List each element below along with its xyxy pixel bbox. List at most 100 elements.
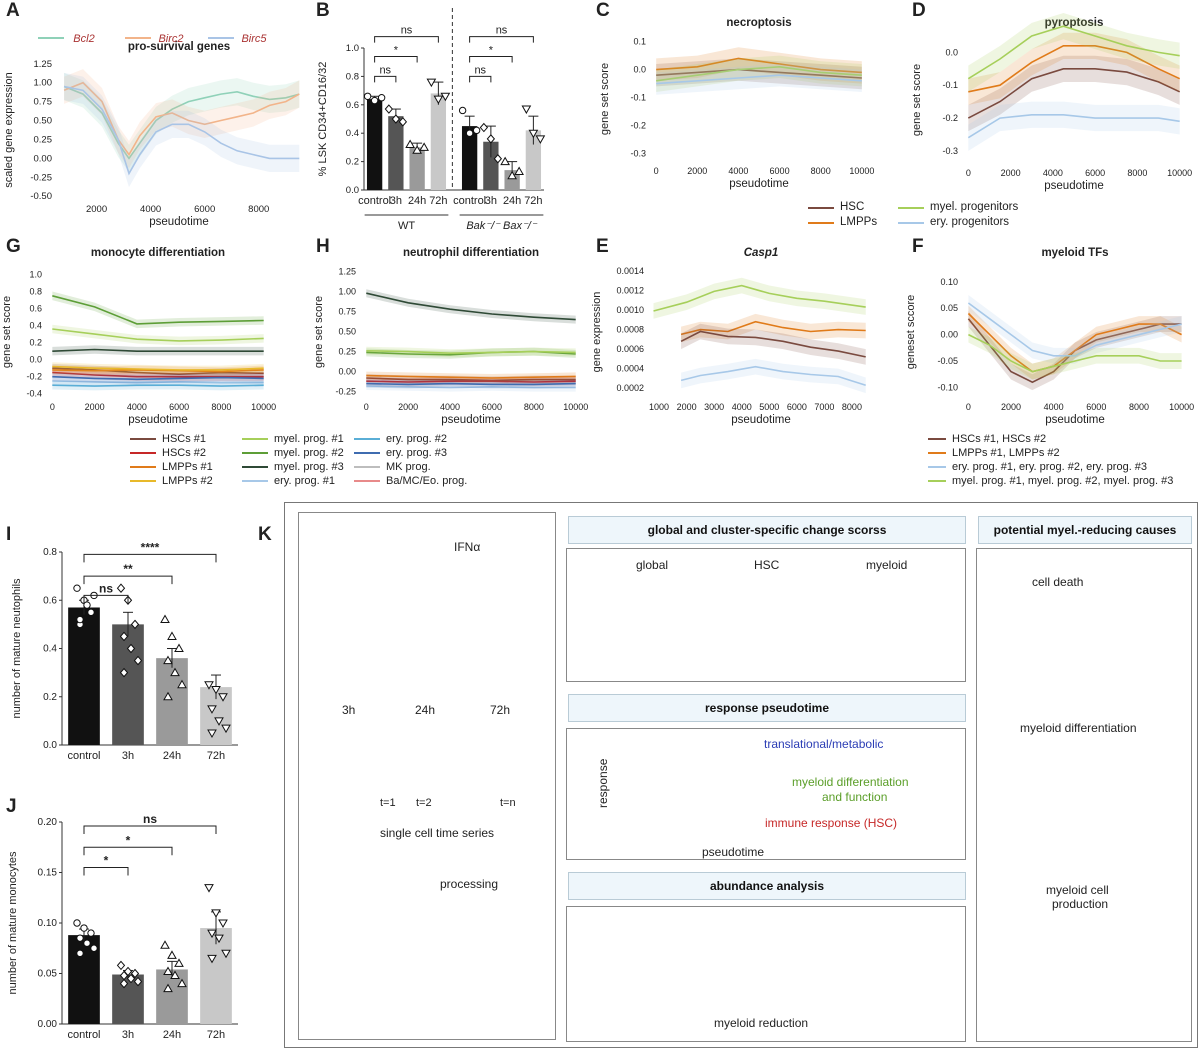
y-axis-title: number of mature monocytes [7, 851, 19, 995]
series-line [63, 81, 300, 157]
x-axis-title: pseudotime [731, 414, 790, 426]
data-point [174, 958, 184, 967]
legend-item: myel. prog. #3 [242, 460, 354, 474]
data-point [130, 619, 140, 630]
bar [366, 99, 383, 190]
data-point [500, 156, 510, 166]
y-tick-label: 0.6 [29, 304, 42, 314]
bar [504, 170, 520, 190]
series-band [968, 32, 1180, 105]
plot-area [650, 36, 868, 162]
chart-title: myeloid TFs [1041, 247, 1108, 259]
x-tick-label: 2000 [677, 402, 697, 412]
data-point [514, 166, 524, 176]
y-axis-title: gene set score [1, 296, 13, 368]
series-line [366, 385, 576, 389]
x-tick-label: 24h [503, 195, 521, 207]
x-tick-label: 1000 [649, 402, 669, 412]
data-point [133, 655, 143, 666]
series-line [52, 367, 264, 376]
series-line [366, 382, 576, 386]
series-band [52, 345, 264, 356]
significance-label: * [126, 833, 131, 847]
panel-letter-b: B [316, 0, 330, 21]
data-point [76, 949, 84, 957]
data-point [80, 924, 88, 932]
ifn-label: IFNα [454, 540, 481, 554]
x-tick-label: 10000 [849, 166, 874, 176]
y-axis-title: % LSK CD34+CD16/32 [317, 62, 329, 177]
data-point [177, 978, 187, 988]
data-point [507, 170, 517, 180]
y-tick-label: 0.8 [346, 71, 359, 82]
y-tick-label: 0.8 [43, 547, 57, 558]
series-band [968, 295, 1182, 364]
x-tick-label: 8000 [248, 204, 269, 215]
y-tick-label: 0.0002 [616, 383, 644, 393]
significance-bracket [83, 866, 129, 876]
legend-label: Birc5 [241, 33, 267, 45]
y-tick-label: -0.2 [630, 121, 646, 131]
data-point [486, 134, 496, 144]
series-line [52, 380, 264, 384]
y-tick-label: 1.25 [34, 59, 53, 70]
data-point [204, 884, 214, 893]
panel-letter-c: C [596, 0, 610, 21]
significance-bracket [469, 56, 513, 63]
group-label-ko: Bak⁻/⁻ Bax⁻/⁻ [466, 220, 537, 232]
legend-label: ery. prog. #3 [386, 447, 447, 459]
x-tick-label: 3h [485, 195, 497, 207]
series-line [52, 328, 264, 342]
y-tick-label: 0.75 [338, 307, 356, 317]
x-tick-label: 6000 [787, 402, 807, 412]
y-tick-label: -0.1 [630, 93, 646, 103]
legend-item: ery. prog. #1 [242, 474, 354, 488]
legend-item: myel. prog. #1, myel. prog. #2, myel. pr… [928, 474, 1198, 488]
significance-label: ** [123, 562, 133, 576]
series-band [366, 289, 576, 324]
data-point [412, 145, 422, 154]
series-band [64, 69, 300, 169]
x-tick-label: 2000 [1001, 168, 1021, 178]
significance-bracket [83, 575, 173, 585]
panel-letter-i: I [6, 524, 12, 545]
legend-label: Bcl2 [73, 33, 94, 45]
data-point [119, 667, 129, 678]
cause-myeloid-production-1: myeloid cell [1046, 883, 1109, 897]
x-tick-label: 4000 [1043, 168, 1063, 178]
series-band [52, 372, 264, 384]
x-tick-label: 24h [163, 1029, 181, 1041]
x-tick-label: 2000 [398, 402, 418, 412]
data-point [472, 126, 481, 135]
x-tick-label: 10000 [1169, 402, 1194, 412]
y-tick-label: 0.0008 [616, 325, 644, 335]
significance-label: * [394, 45, 399, 57]
data-point [426, 78, 437, 88]
x-axis-title: pseudotime [1044, 180, 1103, 192]
legend-item: Ba/MC/Eo. prog. [354, 474, 504, 488]
y-tick-label: -0.05 [937, 356, 958, 366]
significance-bracket [469, 36, 534, 43]
legend-item: LMPPs [808, 215, 898, 230]
data-point [163, 966, 173, 975]
data-point [167, 631, 177, 640]
data-point [119, 631, 129, 642]
y-tick-label: 0.15 [38, 868, 58, 879]
y-tick-label: -0.4 [26, 389, 42, 399]
y-tick-label: 0.2 [43, 692, 57, 703]
chart-title: pro-survival genes [128, 41, 230, 53]
data-point [160, 614, 170, 624]
significance-label: ns [401, 25, 413, 37]
t1-label: t=1 [380, 797, 396, 809]
data-point [384, 104, 394, 114]
y-tick-label: -0.50 [30, 191, 52, 202]
series-band [653, 277, 866, 319]
y-axis-title: gene set score [599, 63, 611, 135]
y-tick-label: -0.25 [30, 172, 52, 183]
series-line [656, 57, 862, 74]
series-line [52, 365, 264, 371]
series-line [52, 369, 264, 373]
significance-bracket [374, 36, 439, 43]
data-point [211, 686, 221, 695]
bar [461, 126, 478, 190]
